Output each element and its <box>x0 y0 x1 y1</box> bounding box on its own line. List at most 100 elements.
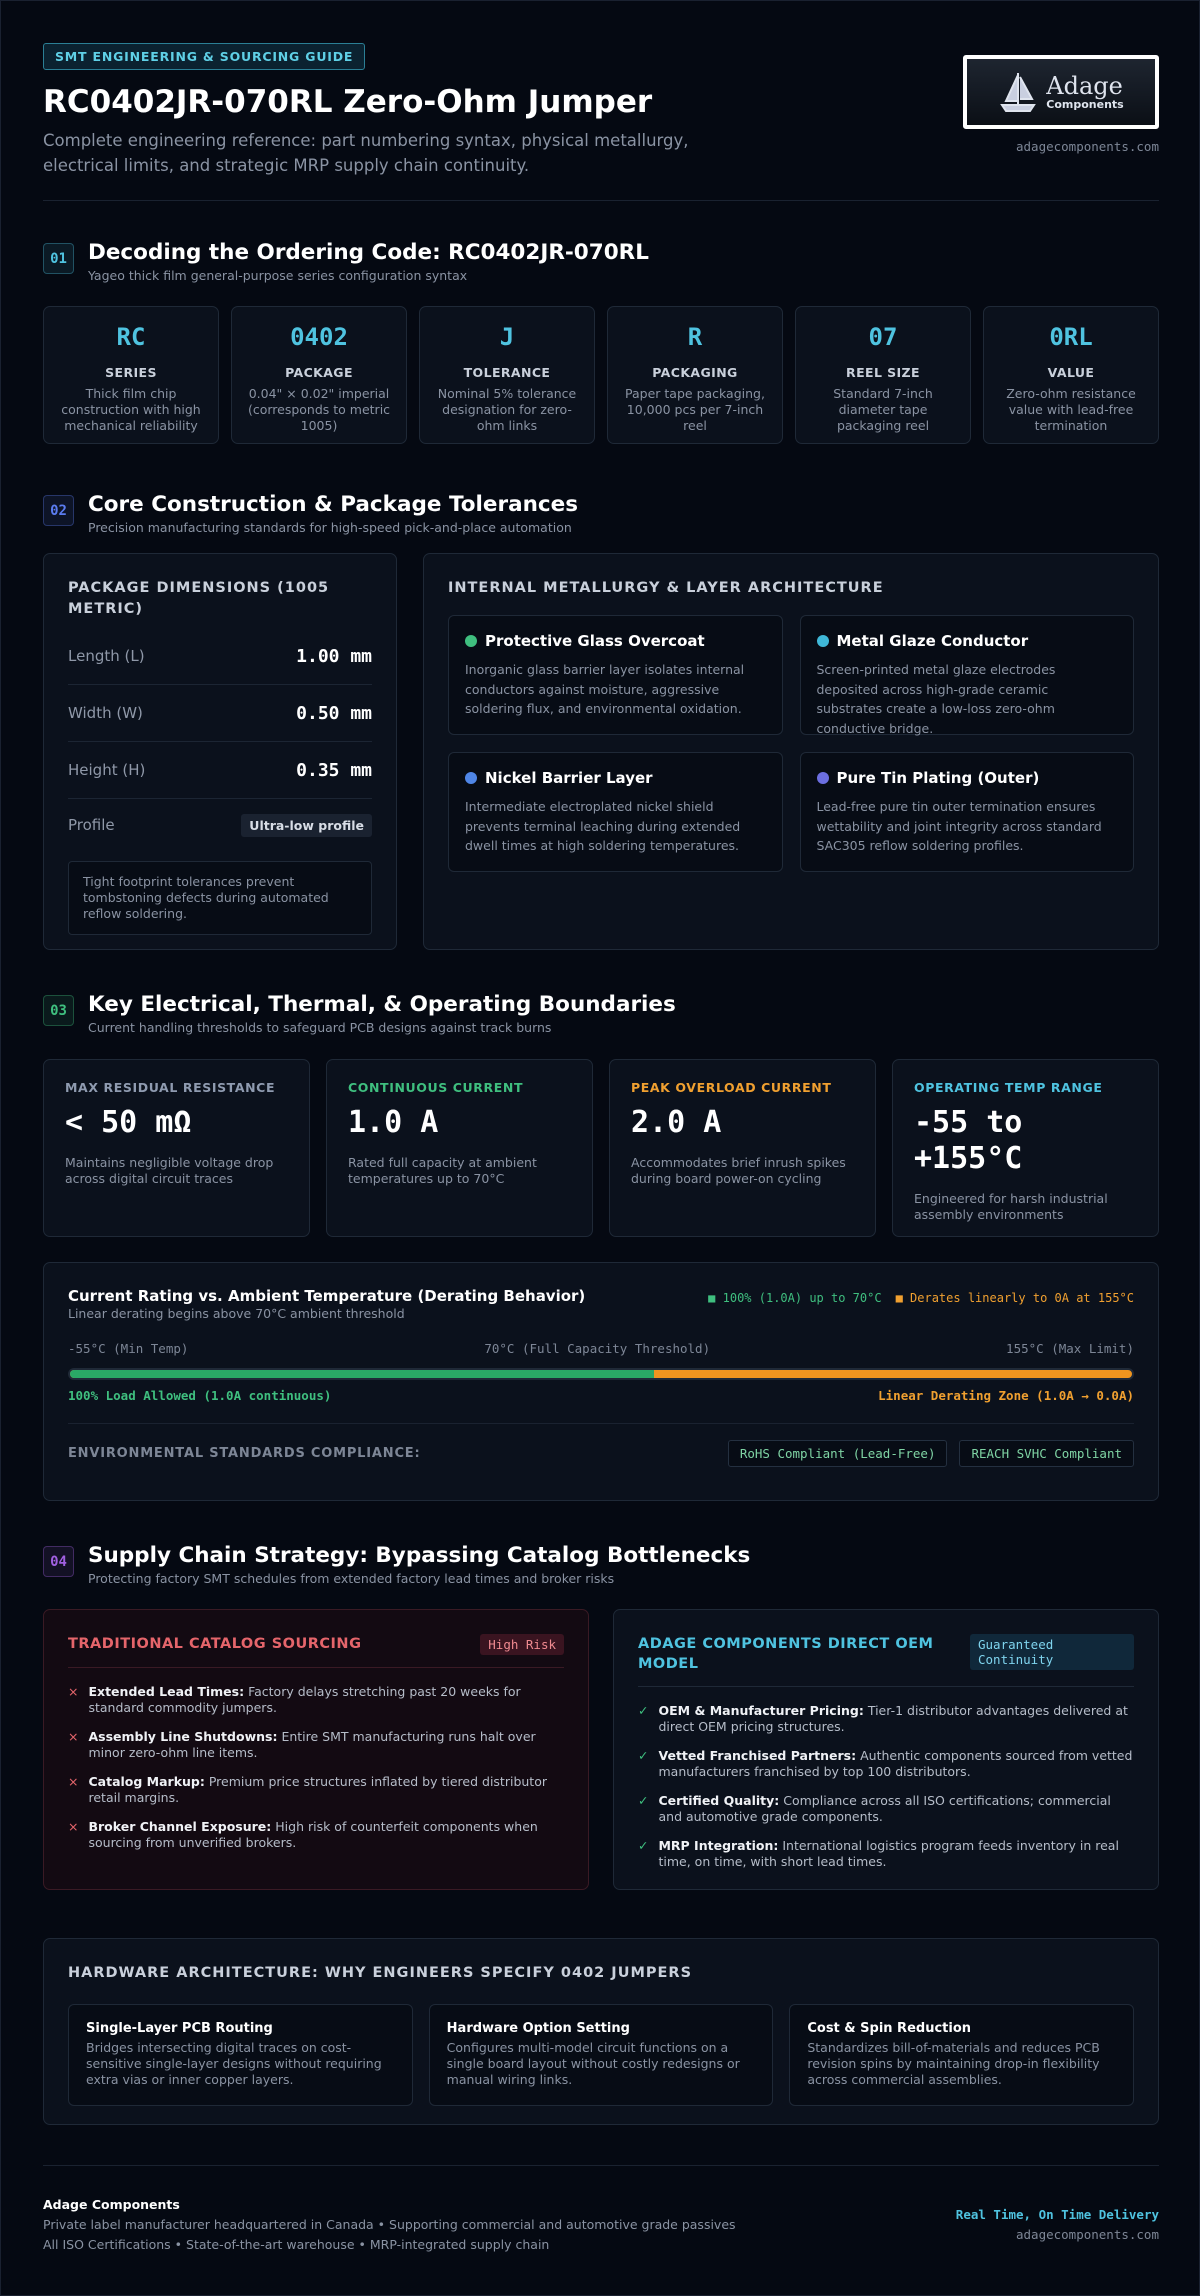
section-number: 04 <box>43 1546 74 1577</box>
derating-titles: Current Rating vs. Ambient Temperature (… <box>68 1287 585 1323</box>
dimension-value: 1.00 mm <box>296 645 372 667</box>
code-segment: R <box>687 323 703 351</box>
code-segment: RC <box>116 323 146 351</box>
layer-name-row: Nickel Barrier Layer <box>465 769 766 787</box>
layer-name: Nickel Barrier Layer <box>485 769 653 787</box>
divider <box>43 2165 1159 2166</box>
item-icon: × <box>68 1729 79 1744</box>
code-segment: 0402 <box>290 323 348 351</box>
footer-right: Real Time, On Time Delivery adagecomponen… <box>956 2205 1159 2245</box>
scale-label: -55°C (Min Temp) <box>68 1341 189 1356</box>
derating-panel: Current Rating vs. Ambient Temperature (… <box>43 1262 1159 1501</box>
code-label: REEL SIZE <box>846 365 920 380</box>
item-icon: ✓ <box>638 1793 649 1808</box>
layer-card: Protective Glass Overcoat Inorganic glass… <box>448 615 783 735</box>
page-title: RC0402JR-070RL Zero-Ohm Jumper <box>43 84 653 120</box>
profile-value: Ultra-low profile <box>241 813 372 837</box>
section-body: RC SERIES Thick film chip construction wit… <box>43 306 1159 444</box>
item-text: OEM & Manufacturer Pricing: Tier-1 distr… <box>658 1703 1134 1735</box>
item-bold: MRP Integration: <box>658 1838 779 1853</box>
derating-legend: ■ 100% (1.0A) up to 70°C ■ Derates linear… <box>708 1291 1134 1323</box>
supply-section: 04 Supply Chain Strategy: Bypassing Catal… <box>43 1542 1159 1890</box>
dimension-label: Length (L) <box>68 647 145 665</box>
footer-company: Adage Components <box>43 2197 180 2212</box>
section-heading: Core Construction & Package Tolerances Pr… <box>88 491 578 537</box>
item-desc: Authentic components sourced from vetted… <box>658 1748 1133 1779</box>
dimension-row: Height (H) 0.35 mm <box>68 742 372 799</box>
layer-name: Pure Tin Plating (Outer) <box>836 769 1040 787</box>
metric-value: -55 to +155°C <box>914 1105 1023 1176</box>
dimension-row: Length (L) 1.00 mm <box>68 628 372 685</box>
code-label: VALUE <box>1047 365 1095 380</box>
metallurgy-panel: INTERNAL METALLURGY & LAYER ARCHITECTURE… <box>423 553 1159 950</box>
derating-zones: 100% Load Allowed (1.0A continuous) Linea… <box>68 1388 1134 1403</box>
metric-cards: MAX RESIDUAL RESISTANCE < 50 mΩ Maintains … <box>43 1059 1159 1237</box>
code-desc: Thick film chip construction with high m… <box>61 386 201 433</box>
section-title: Decoding the Ordering Code: RC0402JR-070… <box>88 240 649 265</box>
layer-name-row: Protective Glass Overcoat <box>465 632 766 650</box>
architecture-card-desc: Standardizes bill-of-materials and reduc… <box>807 2040 1100 2087</box>
code-card: RC SERIES Thick film chip construction wit… <box>43 306 219 444</box>
item-bold: Catalog Markup: <box>88 1774 205 1789</box>
panel-tag: Guaranteed Continuity <box>970 1634 1134 1670</box>
item-icon: × <box>68 1684 79 1699</box>
item-desc: Compliance across all ISO certifications… <box>658 1793 1111 1824</box>
divider <box>43 200 1159 201</box>
item-bold: Certified Quality: <box>658 1793 780 1808</box>
code-desc: Zero-ohm resistance value with lead-free… <box>1006 386 1136 433</box>
section-heading: Decoding the Ordering Code: RC0402JR-070… <box>88 239 649 285</box>
item-desc: Premium price structures inflated by tie… <box>88 1774 547 1805</box>
logo: Adage Components <box>963 55 1159 129</box>
sourcing-item: ✓ MRP Integration: International logistic… <box>638 1838 1134 1870</box>
item-desc: High risk of counterfeit components when… <box>88 1819 538 1850</box>
architecture-card: Hardware Option Setting Configures multi-… <box>428 2004 774 2106</box>
sourcing-item: ✓ Vetted Franchised Partners: Authentic c… <box>638 1748 1134 1780</box>
code-cards: RC SERIES Thick film chip construction wit… <box>43 306 1159 444</box>
code-desc: 0.04" × 0.02" imperial (corresponds to m… <box>247 386 391 433</box>
code-label: PACKAGE <box>285 365 353 380</box>
layer-card: Nickel Barrier Layer Intermediate electro… <box>448 752 783 872</box>
dimension-label: Width (W) <box>68 704 143 722</box>
item-bold: Extended Lead Times: <box>88 1684 245 1699</box>
compliance-badges: RoHS Compliant (Lead-Free) REACH SVHC Com… <box>727 1440 1134 1467</box>
scale-label: 155°C (Max Limit) <box>1006 1341 1134 1356</box>
sourcing-item: × Assembly Line Shutdowns: Entire SMT man… <box>68 1729 564 1761</box>
panel-head: ADAGE COMPONENTS DIRECT OEM MODEL Guarant… <box>638 1634 1134 1687</box>
architecture-cards: Single-Layer PCB Routing Bridges intersec… <box>68 2004 1135 2106</box>
compliance-label: ENVIRONMENTAL STANDARDS COMPLIANCE: <box>68 1446 421 1461</box>
supply-panels: TRADITIONAL CATALOG SOURCING High Risk × Ex… <box>43 1609 1159 1890</box>
layer-dot <box>465 635 477 647</box>
section-heading: Key Electrical, Thermal, & Operating Bou… <box>88 991 676 1037</box>
item-icon: × <box>68 1774 79 1789</box>
section-header: 03 Key Electrical, Thermal, & Operating B… <box>43 991 1159 1037</box>
section-subtitle: Yageo thick film general-purpose series … <box>88 268 468 283</box>
code-segment: J <box>499 323 515 351</box>
item-bold: Assembly Line Shutdowns: <box>88 1729 278 1744</box>
logo-sub: Components <box>1046 97 1124 111</box>
panel-title: INTERNAL METALLURGY & LAYER ARCHITECTURE <box>448 580 884 596</box>
dimensions-panel: PACKAGE DIMENSIONS (1005 METRIC) Length (… <box>43 553 397 950</box>
sourcing-item: × Extended Lead Times: Factory delays str… <box>68 1684 564 1716</box>
sourcing-item: × Catalog Markup: Premium price structure… <box>68 1774 564 1806</box>
architecture-panel: HARDWARE ARCHITECTURE: WHY ENGINEERS SPE… <box>43 1938 1159 2125</box>
sourcing-item: × Broker Channel Exposure: High risk of c… <box>68 1819 564 1851</box>
metric-label: PEAK OVERLOAD CURRENT <box>631 1080 832 1095</box>
dimension-label: Height (H) <box>68 761 146 779</box>
section-number: 01 <box>43 243 74 274</box>
section-subtitle: Protecting factory SMT schedules from ex… <box>88 1571 615 1586</box>
item-bold: OEM & Manufacturer Pricing: <box>658 1703 864 1718</box>
item-text: Vetted Franchised Partners: Authentic co… <box>658 1748 1134 1780</box>
footer-line: All ISO Certifications • State-of-the-ar… <box>43 2237 550 2252</box>
metric-desc: Engineered for harsh industrial assembly… <box>914 1191 1108 1222</box>
layer-card: Pure Tin Plating (Outer) Lead-free pure t… <box>799 752 1134 872</box>
item-bold: Broker Channel Exposure: <box>88 1819 272 1834</box>
dimension-row: Width (W) 0.50 mm <box>68 685 372 742</box>
compliance-row: ENVIRONMENTAL STANDARDS COMPLIANCE: RoHS … <box>68 1440 1134 1467</box>
architecture-card-title: Single-Layer PCB Routing <box>86 2021 273 2036</box>
metric-label: CONTINUOUS CURRENT <box>348 1080 524 1095</box>
compliance-badge: REACH SVHC Compliant <box>959 1440 1134 1467</box>
item-desc: International logistics program feeds in… <box>658 1838 1119 1869</box>
panel-head: TRADITIONAL CATALOG SOURCING High Risk <box>68 1634 564 1668</box>
section-header: 01 Decoding the Ordering Code: RC0402JR-0… <box>43 239 1159 285</box>
